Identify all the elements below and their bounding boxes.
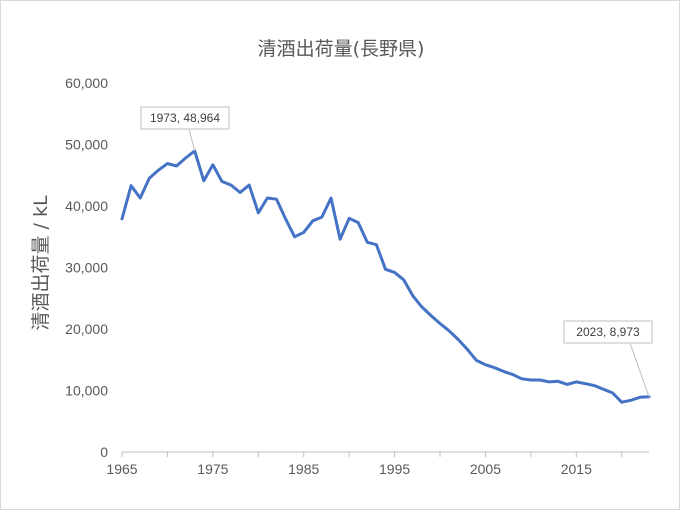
callout-box xyxy=(140,106,230,130)
callout-leader xyxy=(188,128,196,151)
y-tick-label: 40,000 xyxy=(65,198,108,214)
x-tick-label: 1995 xyxy=(379,461,410,477)
y-tick-labels: 0 10,000 20,000 30,000 40,000 50,000 60,000 xyxy=(65,75,108,460)
x-tick-labels: 1965 1975 1985 1995 2005 2015 xyxy=(106,461,592,477)
series-line xyxy=(120,149,651,404)
y-axis-label: 清酒出荷量 / kL xyxy=(30,195,52,330)
x-tick-label: 1965 xyxy=(106,461,137,477)
y-tick-label: 60,000 xyxy=(65,75,108,91)
y-tick-label: 10,000 xyxy=(65,383,108,399)
x-tick-marks xyxy=(121,452,623,457)
x-tick-label: 1985 xyxy=(288,461,319,477)
x-tick-label: 1975 xyxy=(197,461,228,477)
data-callout: 1973, 48,964 xyxy=(140,106,230,151)
y-tick-label: 0 xyxy=(100,444,108,460)
callout-box xyxy=(563,320,653,344)
callout-label: 2023, 8,973 xyxy=(576,325,640,339)
callout-label: 1973, 48,964 xyxy=(150,111,220,125)
x-tick-label: 2005 xyxy=(470,461,501,477)
y-tick-label: 30,000 xyxy=(65,260,108,276)
callout-leader xyxy=(629,342,650,397)
x-tick-label: 2015 xyxy=(561,461,592,477)
data-callout: 2023, 8,973 xyxy=(563,320,653,397)
y-tick-label: 20,000 xyxy=(65,321,108,337)
y-tick-label: 50,000 xyxy=(65,137,108,153)
chart-title: 清酒出荷量(長野県) xyxy=(258,38,425,60)
data-callouts: 1973, 48,964 2023, 8,973 xyxy=(140,106,653,397)
